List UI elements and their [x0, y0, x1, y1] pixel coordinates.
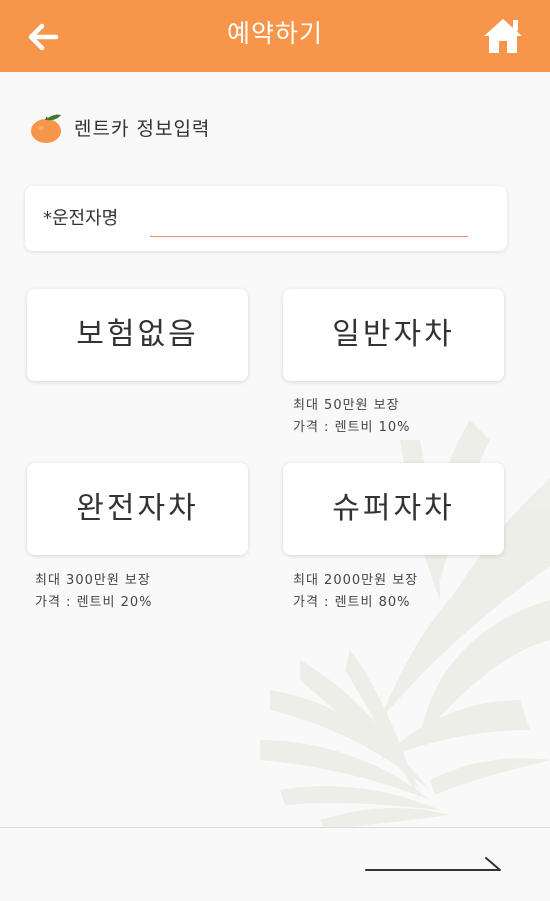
long-arrow-right-icon[interactable]	[362, 854, 506, 878]
insurance-basic-coverage: 최대 50만원 보장 가격 : 렌트비 10%	[293, 395, 410, 439]
home-icon[interactable]	[482, 16, 524, 56]
coverage-text: 최대 2000만원 보장	[293, 573, 419, 588]
driver-name-input[interactable]	[150, 202, 468, 237]
footer-bar	[0, 827, 550, 901]
coverage-text: 최대 50만원 보장	[293, 398, 400, 413]
price-text: 가격 : 렌트비 20%	[35, 595, 153, 610]
driver-name-card: *운전자명	[25, 186, 507, 251]
insurance-full-coverage: 최대 300만원 보장 가격 : 렌트비 20%	[35, 570, 152, 614]
page-title: 예약하기	[226, 19, 323, 48]
section-title-label: 렌트카 정보입력	[74, 118, 211, 140]
insurance-option-basic[interactable]: 일반자차	[283, 289, 504, 381]
arrow-left-icon[interactable]	[26, 20, 60, 54]
driver-name-label: *운전자명	[43, 208, 119, 229]
insurance-option-super[interactable]: 슈퍼자차	[283, 463, 504, 555]
insurance-super-coverage: 최대 2000만원 보장 가격 : 렌트비 80%	[293, 570, 418, 614]
insurance-option-none[interactable]: 보험없음	[27, 289, 248, 381]
insurance-option-full[interactable]: 완전자차	[27, 463, 248, 555]
tangerine-icon	[31, 114, 61, 143]
price-text: 가격 : 렌트비 80%	[293, 595, 411, 610]
price-text: 가격 : 렌트비 10%	[293, 420, 411, 435]
app-header: 예약하기	[0, 0, 550, 72]
coverage-text: 최대 300만원 보장	[35, 573, 151, 588]
